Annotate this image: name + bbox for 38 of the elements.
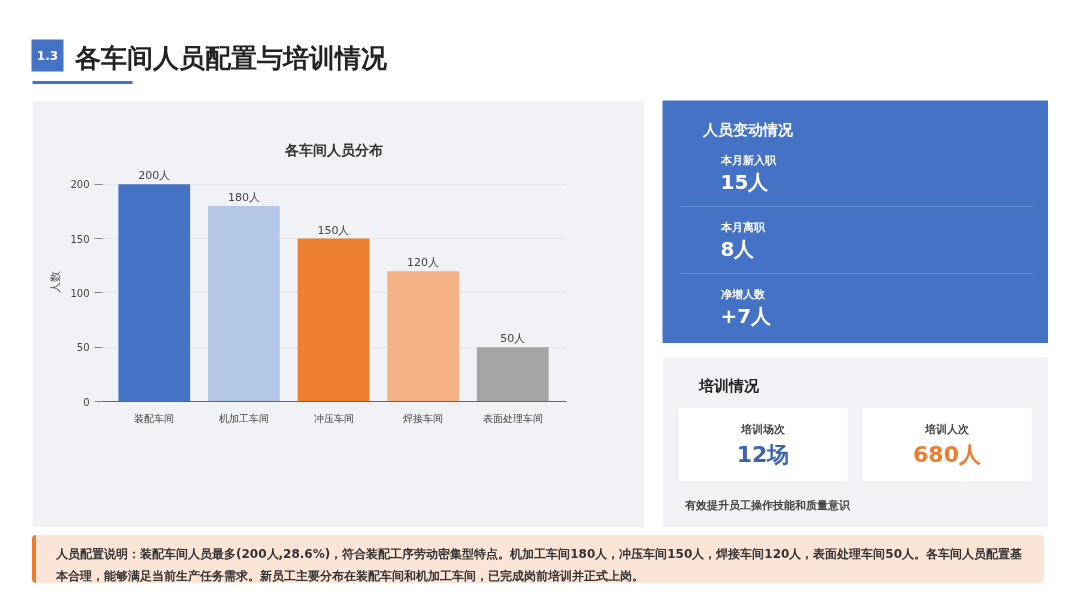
y-tick-label: 50 (76, 342, 90, 354)
data-label: 200人 (138, 169, 171, 183)
data-label: 150人 (317, 223, 350, 237)
bar (297, 238, 370, 402)
x-tick-label: 表面处理车间 (482, 412, 543, 424)
bar (387, 271, 459, 402)
text: 1.3 (36, 49, 59, 63)
text: +7人 (720, 303, 773, 328)
chart-title: 各车间人员分布 (283, 141, 383, 158)
text: 本月新入职 (719, 154, 777, 167)
x-tick-label: 冲压车间 (313, 412, 354, 424)
y-tick-label: 150 (70, 233, 90, 245)
y-tick-label: 200 (70, 179, 90, 191)
x-tick-label: 焊接车间 (403, 412, 444, 424)
text: 培训情况 (697, 376, 760, 395)
text: 12场 (736, 442, 790, 467)
data-label: 180人 (227, 190, 260, 204)
text: 本月离职 (719, 221, 766, 234)
data-label: 50人 (500, 332, 526, 346)
text: 各车间人员配置与培训情况 (73, 42, 388, 73)
y-axis-title: 人数 (49, 271, 63, 293)
text: 680人 (913, 442, 982, 467)
text: 培训人次 (924, 423, 970, 436)
text: 培训场次 (740, 423, 786, 436)
bar (476, 347, 549, 402)
text: 有效提升员工操作技能和质量意识 (683, 499, 851, 512)
text: 人员配置说明：装配车间人员最多(200人,28.6%)，符合装配工序劳动密集型特点。机加工车间180人，冲压车间150人，焊接车间120人，表面处理车间50人。各车间人员配置基本合理，能够满足当前生产任务需求。新员工主要分布在装配车间和机加工车间，已完成岗前培训并正式上岗。 (56, 546, 1024, 585)
text: 人员变动情况 (701, 120, 794, 139)
text: 净增人数 (720, 288, 766, 301)
y-tick-label: 100 (70, 287, 90, 299)
x-tick-label: 机加工车间 (218, 412, 269, 424)
data-label: 120人 (407, 256, 440, 270)
bar (118, 184, 191, 402)
x-tick-label: 装配车间 (134, 412, 175, 424)
text: 15人 (720, 169, 770, 194)
bar (208, 205, 280, 402)
text: 8人 (720, 236, 756, 261)
y-tick-label: 0 (83, 396, 90, 408)
